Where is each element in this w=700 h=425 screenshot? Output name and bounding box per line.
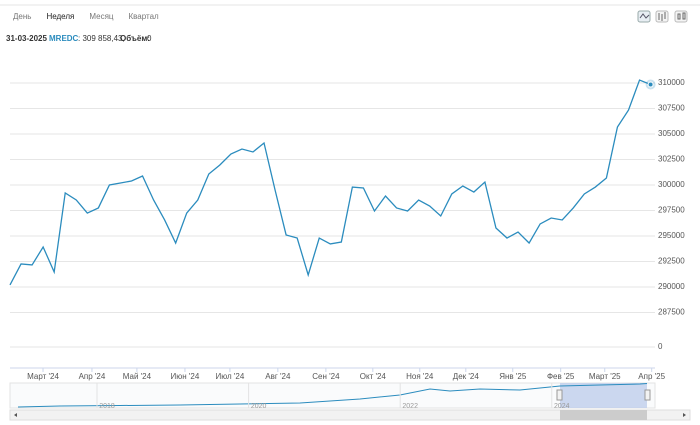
last-point	[647, 81, 654, 88]
scrollbar[interactable]	[9, 409, 691, 421]
y-tick-label: 305000	[658, 129, 685, 138]
x-tick-label: Фев '25	[547, 372, 575, 381]
x-tick-label: Дек '24	[453, 372, 480, 381]
x-tick-label: Окт '24	[360, 372, 387, 381]
price-line	[9, 79, 651, 286]
x-tick-label: Апр '24	[79, 372, 106, 381]
navigator-line	[17, 383, 648, 408]
x-tick-label: Май '24	[123, 372, 152, 381]
navigator-tick-label: 2020	[251, 403, 267, 410]
ticker: MREDC	[49, 34, 79, 43]
y-tick-label: 310000	[658, 78, 685, 87]
date: 31-03-2025	[6, 34, 47, 43]
x-tick-label: Март '24	[27, 372, 59, 381]
navigator-tick-label: 2022	[402, 403, 418, 410]
navigator-handle[interactable]	[556, 389, 563, 401]
y-tick-label: 297500	[658, 206, 685, 215]
scrollbar-thumb[interactable]	[560, 410, 647, 420]
tab[interactable]: Квартал	[128, 12, 159, 21]
volume-label: Объём:	[120, 34, 150, 43]
x-tick-label: Ноя '24	[406, 372, 434, 381]
value: : 309 858,43,	[78, 34, 125, 43]
navigator-handle[interactable]	[644, 389, 651, 401]
x-tick-label: Март '25	[589, 372, 621, 381]
x-tick-label: Апр '25	[638, 372, 665, 381]
x-tick-label: Июл '24	[215, 372, 244, 381]
x-tick-label: Июн '24	[171, 372, 200, 381]
icon-line[interactable]	[637, 10, 651, 23]
icon-glyph	[677, 12, 686, 20]
volume: 0	[147, 34, 152, 43]
tab[interactable]: Неделя	[46, 12, 74, 21]
tab[interactable]: День	[13, 12, 31, 21]
navigator-tick-label: 2018	[99, 403, 115, 410]
volume-tick-label: 0	[658, 342, 663, 351]
x-tick-label: Янв '25	[499, 372, 527, 381]
navigator-selection[interactable]	[560, 383, 647, 408]
x-tick-label: Авг '24	[265, 372, 291, 381]
icon-glyph	[658, 12, 666, 21]
y-tick-label: 307500	[658, 104, 685, 113]
tabs: День Неделя Месяц Квартал	[13, 12, 159, 21]
icon-glyph	[639, 13, 650, 19]
navigator	[9, 382, 691, 421]
y-tick-label: 287500	[658, 308, 685, 317]
y-tick-label: 290000	[658, 282, 685, 291]
tab[interactable]: Месяц	[89, 12, 114, 21]
navigator-tick-label: 2024	[554, 403, 570, 410]
y-tick-label: 302500	[658, 155, 685, 164]
y-tick-label: 292500	[658, 257, 685, 266]
y-tick-label: 300000	[658, 180, 685, 189]
x-tick-label: Сен '24	[312, 372, 340, 381]
y-tick-label: 295000	[658, 231, 685, 240]
toolbar-icons	[637, 10, 688, 23]
